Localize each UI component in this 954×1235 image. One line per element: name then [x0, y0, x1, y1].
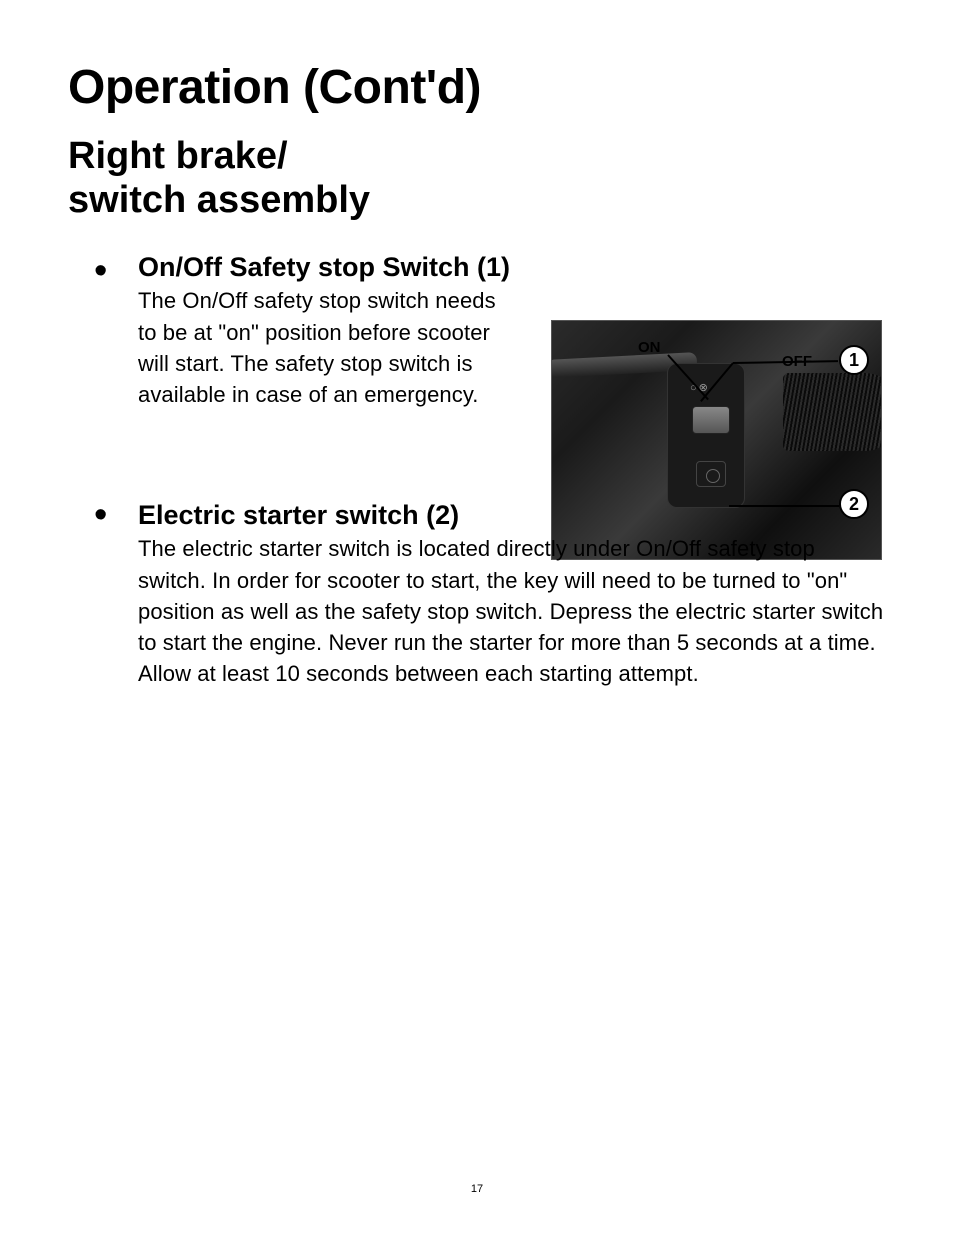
section-subtitle: Right brake/ switch assembly [68, 135, 886, 222]
section-heading-onoff: On/Off Safety stop Switch (1) [138, 252, 886, 283]
onoff-switch-shape [692, 406, 730, 434]
starter-switch-shape [696, 461, 726, 487]
section-body-onoff: The On/Off safety stop switch needs to b… [138, 285, 498, 410]
section-starter-switch: • Electric starter switch (2) The electr… [68, 500, 886, 689]
section-heading-starter: Electric starter switch (2) [138, 500, 886, 531]
section-body-starter: The electric starter switch is located d… [138, 533, 886, 689]
bullet-icon: • [94, 252, 107, 290]
grip-shape [783, 373, 881, 451]
page-number: 17 [471, 1183, 483, 1195]
label-on: ON [638, 339, 661, 356]
section-content: Electric starter switch (2) The electric… [68, 500, 886, 689]
subtitle-line-2: switch assembly [68, 179, 370, 221]
callout-circle-1: 1 [839, 345, 869, 375]
label-off: OFF [782, 353, 812, 370]
subtitle-line-1: Right brake/ [68, 135, 288, 177]
bullet-icon: • [94, 496, 107, 534]
page-title: Operation (Cont'd) [68, 60, 886, 115]
